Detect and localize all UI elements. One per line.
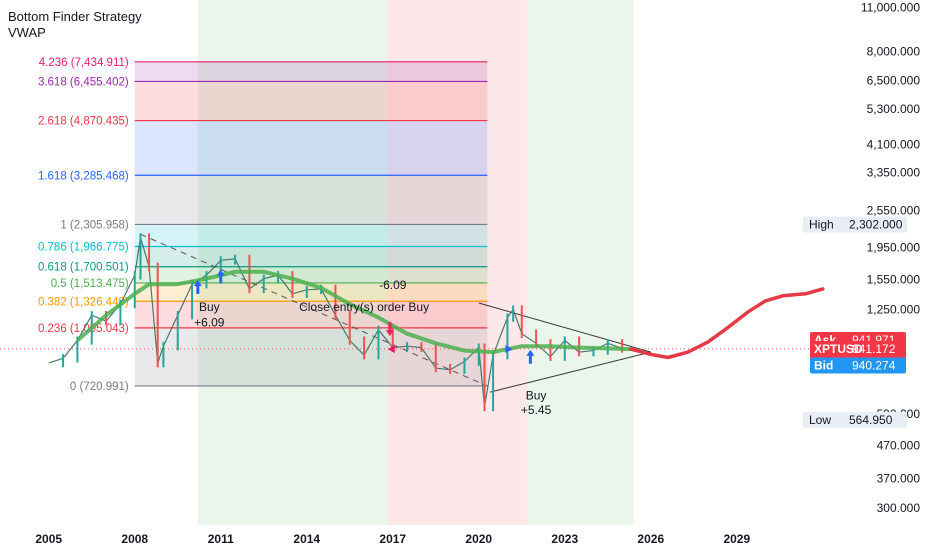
fib-label-10: 0 (720.991) <box>70 381 129 393</box>
fib-zone-3 <box>134 175 488 225</box>
price-tag-label-low: Low <box>809 413 831 427</box>
fib-zone-9 <box>134 327 488 386</box>
fib-zone-5 <box>134 246 488 267</box>
y-tick-label-9: 1,250.000 <box>867 303 921 317</box>
price-tag-label-xptusd: XPTUSD <box>814 342 863 356</box>
marker-arrow-up-4 <box>526 349 535 364</box>
triangle-lower <box>490 351 651 393</box>
price-tag-bg-low <box>803 411 907 428</box>
fib-label-7: 0.5 (1,513.475) <box>51 278 129 290</box>
annotation-2: -6.09 <box>379 278 407 292</box>
price-tag-label-high: High <box>809 218 834 232</box>
y-tick-label-2: 6,500.000 <box>867 73 921 87</box>
x-tick-label-2008: 2008 <box>121 532 148 546</box>
fib-label-5: 0.786 (1,966.775) <box>38 242 129 254</box>
fib-label-1: 3.618 (6,455.402) <box>38 76 129 88</box>
x-tick-label-2011: 2011 <box>208 532 234 546</box>
session-band-0 <box>197 0 388 525</box>
price-tag-value-high: 2,302.000 <box>849 218 903 232</box>
y-tick-label-3: 5,300.000 <box>867 102 921 116</box>
price-tag-value-low: 564.950 <box>849 413 893 427</box>
fib-zone-7 <box>134 282 488 302</box>
marker-arrow-up-1 <box>216 269 225 284</box>
strategy-title: Bottom Finder Strategy <box>8 9 142 24</box>
session-band-2 <box>527 0 634 525</box>
x-tick-label-2020: 2020 <box>465 532 492 546</box>
fib-label-0: 4.236 (7,434.911) <box>39 57 129 69</box>
marker-arrow-down-2 <box>385 322 394 337</box>
y-tick-label-13: 300.000 <box>877 501 921 515</box>
price-tag-label-bid: Bid <box>814 359 833 373</box>
fib-label-2: 2.618 (4,870.435) <box>38 116 129 128</box>
x-tick-label-2029: 2029 <box>723 532 750 546</box>
marker-triangle-left-3 <box>387 345 395 354</box>
fib-zone-2 <box>134 120 488 176</box>
y-tick-label-5: 3,350.000 <box>867 166 921 180</box>
fib-zone-0 <box>134 61 488 82</box>
annotation-5: +5.45 <box>521 403 552 417</box>
y-tick-label-4: 4,100.000 <box>867 137 921 151</box>
vwap-line <box>76 269 631 355</box>
marker-arrow-up-0 <box>193 279 202 294</box>
y-tick-label-0: 11,000.000 <box>861 0 920 14</box>
annotation-1: +6.09 <box>194 316 225 330</box>
fib-label-3: 1.618 (3,285.468) <box>38 170 129 182</box>
price-tag-bg-high <box>803 216 907 233</box>
x-tick-label-2005: 2005 <box>35 532 62 546</box>
y-tick-label-11: 470.000 <box>877 438 921 452</box>
annotation-0: Buy <box>199 300 220 314</box>
x-tick-label-2017: 2017 <box>379 532 406 546</box>
y-tick-label-12: 370.000 <box>877 472 921 486</box>
annotation-4: Buy <box>526 388 547 402</box>
fib-label-4: 1 (2,305.958) <box>60 219 129 231</box>
price-tag-bg-bid <box>810 357 906 374</box>
price-tag-value-bid: 940.274 <box>852 359 896 373</box>
annotation-3: Close entry(s) order Buy <box>299 300 429 314</box>
x-tick-label-2023: 2023 <box>551 532 578 546</box>
marker-triangle-right-5 <box>505 345 513 354</box>
indicator-title: VWAP <box>8 25 46 40</box>
fib-zone-8 <box>134 301 488 328</box>
session-band-1 <box>387 0 528 525</box>
x-tick-label-2014: 2014 <box>293 532 320 546</box>
fib-zone-1 <box>134 81 488 121</box>
fib-zone-4 <box>134 224 488 247</box>
x-tick-label-2026: 2026 <box>637 532 664 546</box>
trend-line-dashed <box>140 233 488 387</box>
fib-label-6: 0.618 (1,700.501) <box>38 262 129 274</box>
fib-label-8: 0.382 (1,326.448) <box>38 296 129 308</box>
y-tick-label-1: 8,000.000 <box>867 45 921 59</box>
y-tick-label-7: 1,950.000 <box>867 241 921 255</box>
forecast-line <box>628 287 825 360</box>
price-tag-value-xptusd: 941.172 <box>852 342 896 356</box>
y-tick-label-8: 1,550.000 <box>867 273 921 287</box>
y-tick-label-6: 2,550.000 <box>867 203 921 217</box>
